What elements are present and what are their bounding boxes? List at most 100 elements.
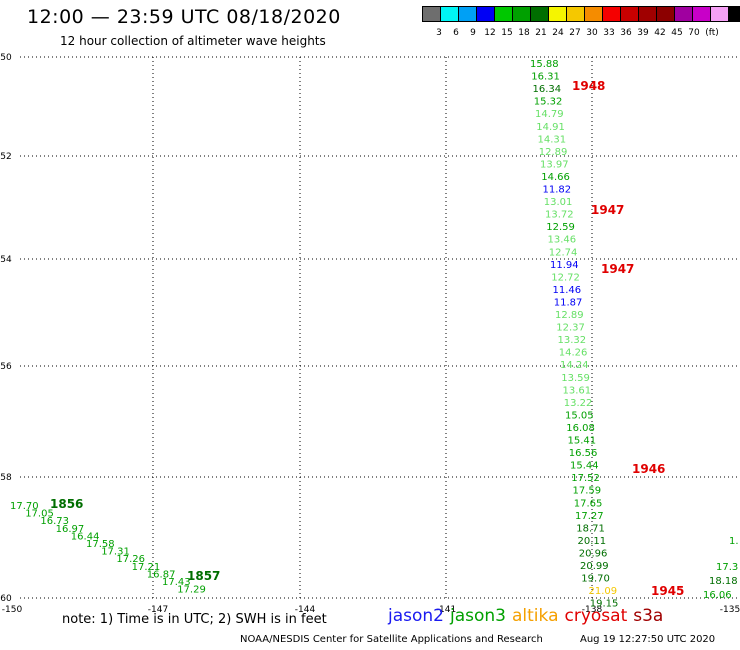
wave-height-value: 15.32: [534, 97, 563, 108]
wave-height-value: 13.22: [564, 398, 593, 409]
scale-swatch: [728, 6, 740, 22]
wave-height-value: 13.32: [558, 335, 587, 346]
wave-height-value: 12.72: [551, 272, 580, 283]
satellite-legend-cryosat: cryosat: [564, 606, 628, 626]
wave-height-value: 12.89: [555, 310, 584, 321]
wave-height-value: 15.44: [570, 461, 599, 472]
scale-label: (ft): [705, 28, 719, 38]
wave-height-value: 13.72: [545, 210, 574, 221]
pass-time-label: 1945: [651, 584, 684, 598]
wave-height-value: 14.24: [560, 360, 589, 371]
satellite-legend-s3a: s3a: [633, 606, 664, 626]
pass-time-label: 1946: [632, 462, 665, 476]
wave-height-value: 16.97: [56, 524, 85, 535]
wave-height-value: 13.46: [548, 235, 577, 246]
wave-height-value: 15.05: [565, 410, 594, 421]
longitude-label: -150: [2, 605, 23, 615]
wave-height-value: 16.87: [147, 569, 176, 580]
wave-height-value: 1.: [729, 536, 739, 547]
scale-label: 12: [484, 28, 496, 38]
pass-time-label: 1856: [50, 497, 83, 511]
wave-height-value: 17.58: [86, 539, 115, 550]
wave-height-value: 17.65: [574, 498, 603, 509]
pass-time-label: 1947: [601, 262, 634, 276]
scale-label: 27: [569, 28, 581, 38]
pass-time-labels: 1948 1947 1947 1946 1945 1856 1857: [50, 79, 684, 598]
satellite-legend-altika: altika: [512, 606, 559, 626]
wave-height-value: 16.31: [531, 72, 560, 83]
scale-label: 15: [501, 28, 513, 38]
wave-height-value: 12.89: [539, 147, 568, 158]
wave-height-value: 16.73: [40, 516, 69, 527]
wave-height-value: 17.21: [132, 562, 161, 573]
wave-height-value: 15.41: [568, 436, 597, 447]
pass-time-label: 1857: [187, 569, 220, 583]
longitude-label: -147: [148, 605, 168, 615]
scale-label: 30: [586, 28, 598, 38]
wave-height-value: 13.01: [544, 197, 573, 208]
credit-line: NOAA/NESDIS Center for Satellite Applica…: [240, 634, 543, 645]
scale-label: 24: [552, 28, 564, 38]
wave-height-value: 13.59: [561, 373, 590, 384]
longitude-label: -141: [436, 605, 456, 615]
wave-height-value: 11.46: [553, 285, 582, 296]
wave-height-value: 15.88: [530, 59, 559, 70]
latitude-label: -50: [0, 53, 12, 63]
wave-height-value: 19.70: [581, 574, 610, 585]
wave-height-value: 17.52: [571, 473, 600, 484]
wave-height-value: 21.09: [589, 586, 618, 597]
axis-labels: -150 -147 -144 -141 -138 -135 -50 -52 -54 -56 -58 -…: [0, 53, 740, 615]
wave-height-value: 16.08: [566, 423, 595, 434]
wave-height-value: 17.3: [716, 562, 738, 573]
satellite-legend-jason3: jason3: [450, 606, 506, 626]
wave-height-value: 18.71: [576, 523, 605, 534]
scale-label: 70: [688, 28, 700, 38]
wave-height-value: 11.94: [550, 260, 579, 271]
scale-label: 33: [603, 28, 615, 38]
wave-height-value: 17.26: [116, 554, 145, 565]
wave-height-value: 13.61: [563, 385, 592, 396]
wave-height-value: 17.31: [101, 547, 130, 558]
scale-label: 3: [436, 28, 442, 38]
wave-height-value: 13.97: [540, 159, 569, 170]
page-subtitle: 12 hour collection of altimeter wave hei…: [60, 34, 326, 48]
wave-height-value: 17.05: [25, 509, 54, 520]
wave-height-value: 20.11: [578, 536, 607, 547]
scale-label: 36: [620, 28, 632, 38]
longitude-label: -135: [720, 605, 740, 615]
generated-timestamp: Aug 19 12:27:50 UTC 2020: [580, 634, 716, 645]
page-title: 12:00 — 23:59 UTC 08/18/2020: [27, 6, 341, 28]
scale-label: 45: [671, 28, 683, 38]
longitude-label: -144: [295, 605, 316, 615]
wave-height-value: 14.26: [559, 348, 588, 359]
scale-label: 21: [535, 28, 547, 38]
wave-height-value: 20.96: [579, 548, 608, 559]
satellite-legend-jason2: jason2: [388, 606, 444, 626]
wave-height-value: 11.82: [543, 185, 572, 196]
wave-height-value: 14.31: [538, 134, 567, 145]
wave-height-value: 12.74: [549, 247, 578, 258]
wave-height-value: 17.70: [10, 501, 39, 512]
wave-height-value: 16.06: [703, 590, 732, 601]
latitude-label: -54: [0, 255, 12, 265]
wave-height-value: 17.59: [573, 486, 602, 497]
latitude-label: -60: [0, 594, 12, 604]
latitude-label: -52: [0, 152, 12, 162]
satellite-legend: jason2 jason3 altika cryosat s3a: [388, 606, 669, 626]
wave-height-value: 17.27: [575, 511, 604, 522]
wave-height-value: 14.66: [541, 172, 570, 183]
wave-height-value: 11.87: [554, 297, 583, 308]
scale-label: 6: [453, 28, 459, 38]
wave-height-color-scale: 3 6 9 12 15 18 21 24 27 30 33 36 39 42 45 70 (ft): [422, 6, 740, 38]
wave-height-value: 16.34: [533, 84, 562, 95]
wave-height-value: 17.43: [162, 577, 191, 588]
latitude-label: -58: [0, 473, 12, 483]
longitude-label: -138: [582, 605, 603, 615]
map-gridlines: [20, 56, 740, 599]
scale-label: 18: [518, 28, 530, 38]
pass-time-label: 1948: [572, 79, 605, 93]
latitude-label: -56: [0, 362, 12, 372]
wave-height-value: 20.99: [580, 561, 609, 572]
